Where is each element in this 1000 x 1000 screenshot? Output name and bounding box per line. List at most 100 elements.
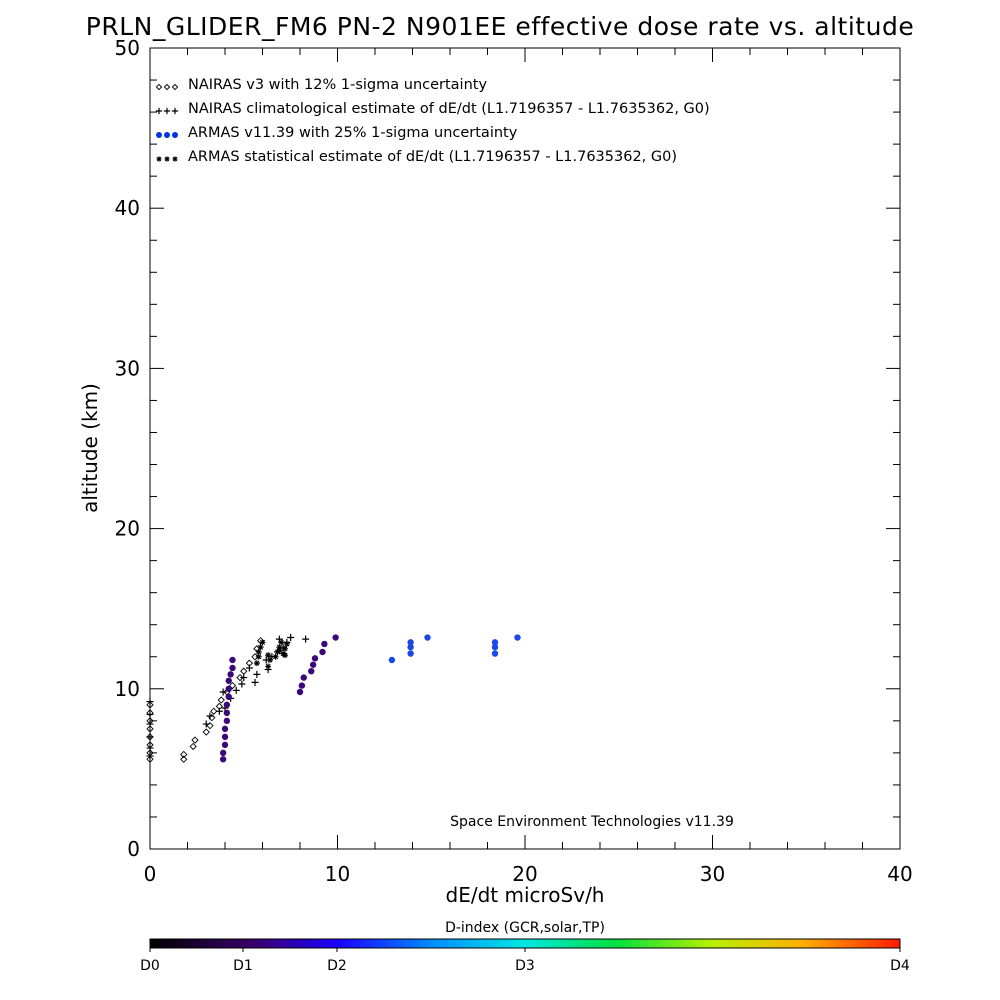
- data-point-dot: [229, 656, 236, 664]
- data-point-asterisk: [255, 648, 262, 655]
- data-point-asterisk: [276, 644, 283, 651]
- data-point-asterisk: [265, 652, 272, 659]
- y-tick-label: 30: [115, 356, 140, 380]
- data-marks: [146, 634, 521, 763]
- data-point-diamond: [155, 83, 163, 91]
- data-point-plus: [146, 710, 154, 718]
- annotation-text: Space Environment Technologies v11.39: [450, 814, 734, 830]
- data-point-dot: [308, 667, 315, 675]
- colorbar-label: D4: [890, 958, 910, 974]
- data-point-plus: [245, 664, 253, 672]
- x-tick-label: 10: [325, 862, 350, 886]
- data-point-diamond: [202, 728, 210, 736]
- data-point-dot: [491, 643, 499, 651]
- data-point-plus: [253, 670, 261, 678]
- data-point-plus: [287, 634, 295, 642]
- data-point-asterisk: [259, 639, 266, 646]
- data-point-dot: [309, 661, 317, 668]
- data-point-dot: [219, 749, 227, 757]
- data-point-asterisk: [253, 660, 260, 667]
- axes-frame: [149, 47, 901, 850]
- x-tick-label: 30: [700, 862, 725, 886]
- data-point-plus: [163, 107, 171, 115]
- x-tick-label: 0: [144, 862, 157, 886]
- colorbar-labels: D0 D1 D2 D3 D4: [140, 948, 910, 974]
- colorbar-label: D1: [233, 958, 253, 974]
- data-point-dot: [300, 674, 307, 681]
- data-point-dot: [298, 682, 306, 689]
- data-point-plus: [275, 635, 283, 643]
- x-tick-label: 40: [887, 862, 912, 886]
- legend: NAIRAS v3 with 12% 1-sigma uncertainty NA…: [155, 77, 710, 165]
- data-point-diamond: [180, 750, 188, 759]
- data-point-asterisk: [283, 640, 290, 647]
- data-point-plus: [251, 678, 259, 686]
- colorbar-label: D3: [515, 958, 535, 974]
- data-point-diamond: [146, 725, 154, 733]
- data-point-plus: [155, 107, 163, 115]
- data-point-diamond: [171, 83, 179, 91]
- colorbar-title: D-index (GCR,solar,TP): [445, 920, 605, 936]
- data-point-asterisk: [272, 653, 279, 660]
- data-point-asterisk: [265, 663, 272, 670]
- data-point-dot: [229, 664, 236, 672]
- data-point-plus: [146, 698, 154, 706]
- chart-title: PRLN_GLIDER_FM6 PN-2 N901EE effective do…: [85, 12, 915, 41]
- data-point-dot: [225, 693, 232, 701]
- data-point-dot: [491, 650, 499, 657]
- data-point-dot: [221, 733, 229, 741]
- data-point-dot: [225, 677, 232, 684]
- data-point-plus: [146, 752, 154, 760]
- data-point-dot: [172, 132, 178, 138]
- data-point-asterisk: [276, 647, 283, 654]
- data-point-dot: [514, 634, 521, 641]
- data-point-asterisk: [257, 644, 264, 651]
- data-point-dot: [221, 725, 229, 733]
- data-point-diamond: [146, 701, 154, 709]
- data-point-plus: [215, 707, 223, 715]
- data-point-dot: [321, 640, 328, 648]
- data-point-dot: [388, 656, 396, 664]
- axis-ticks: [149, 47, 901, 850]
- data-point-asterisk: [282, 652, 288, 659]
- data-point-diamond: [236, 673, 244, 682]
- legend-label: ARMAS v11.39 with 25% 1-sigma uncertaint…: [188, 125, 518, 141]
- x-axis-label: dE/dt microSv/h: [446, 883, 605, 907]
- data-point-diamond: [240, 667, 248, 675]
- y-tick-label: 40: [115, 196, 140, 220]
- tick-labels: 0 10 20 30 40 0 10 20 30 40 50: [115, 36, 913, 886]
- data-point-plus: [146, 720, 154, 728]
- data-point-diamond: [206, 722, 214, 730]
- data-point-asterisk: [164, 156, 170, 162]
- data-point-dot: [156, 132, 162, 138]
- data-point-dot: [491, 639, 499, 646]
- legend-label: ARMAS statistical estimate of dE/dt (L1.…: [188, 149, 677, 165]
- data-point-dot: [296, 688, 304, 696]
- data-point-dot: [219, 756, 227, 763]
- data-point-plus: [202, 720, 210, 728]
- data-point-asterisk: [255, 653, 262, 660]
- data-point-plus: [232, 686, 240, 694]
- data-point-asterisk: [156, 156, 162, 162]
- data-point-diamond: [228, 681, 237, 690]
- legend-label: NAIRAS v3 with 12% 1-sigma uncertainty: [188, 77, 487, 93]
- data-point-diamond: [180, 755, 188, 763]
- data-point-plus: [219, 688, 227, 696]
- data-point-dot: [223, 701, 231, 709]
- data-point-dot: [424, 634, 431, 641]
- y-tick-label: 20: [115, 517, 140, 541]
- data-point-plus: [206, 712, 214, 720]
- data-point-diamond: [146, 755, 154, 763]
- colorbar: [149, 938, 901, 949]
- y-axis-label: altitude (km): [78, 383, 102, 513]
- data-point-diamond: [210, 707, 218, 715]
- data-point-dot: [407, 650, 414, 657]
- data-point-diamond: [191, 736, 199, 744]
- data-point-dot: [225, 685, 232, 692]
- data-point-dot: [407, 639, 414, 646]
- data-point-dot: [227, 671, 234, 678]
- data-point-dot: [319, 648, 326, 656]
- y-tick-label: 0: [127, 837, 140, 861]
- colorbar-label: D2: [327, 958, 347, 974]
